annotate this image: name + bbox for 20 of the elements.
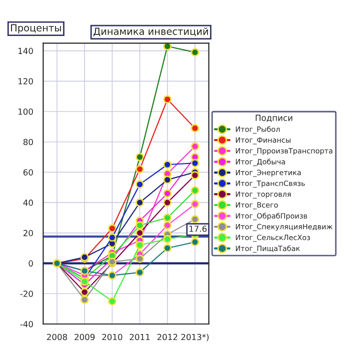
- x-tick-label: 2010: [102, 334, 122, 340]
- y-tick-label: -40: [20, 320, 33, 328]
- y-tick-label: 40: [23, 200, 33, 206]
- y-tick-label: 140: [18, 48, 33, 54]
- x-tick-label: 2008: [47, 334, 68, 340]
- chart-title: Динамика инвестиций: [94, 28, 208, 36]
- legend-title: Подписи: [256, 114, 292, 122]
- y-axis-title: Проценты: [11, 24, 61, 34]
- y-tick-label: 0: [28, 260, 33, 267]
- x-tick-label: 2012: [157, 334, 178, 340]
- y-tick-label: 20: [23, 230, 33, 236]
- y-tick-label: 80: [23, 138, 33, 146]
- x-tick-label: 2011: [130, 334, 150, 340]
- x-tick-label: 2013*): [181, 334, 209, 342]
- x-tick-label: 2009: [74, 334, 95, 340]
- ref-line-label: 17.6: [190, 226, 207, 232]
- y-tick-label: 60: [23, 169, 33, 176]
- y-tick-label: 120: [18, 78, 33, 84]
- y-tick-label: -20: [20, 290, 33, 297]
- y-tick-label: 100: [18, 108, 33, 115]
